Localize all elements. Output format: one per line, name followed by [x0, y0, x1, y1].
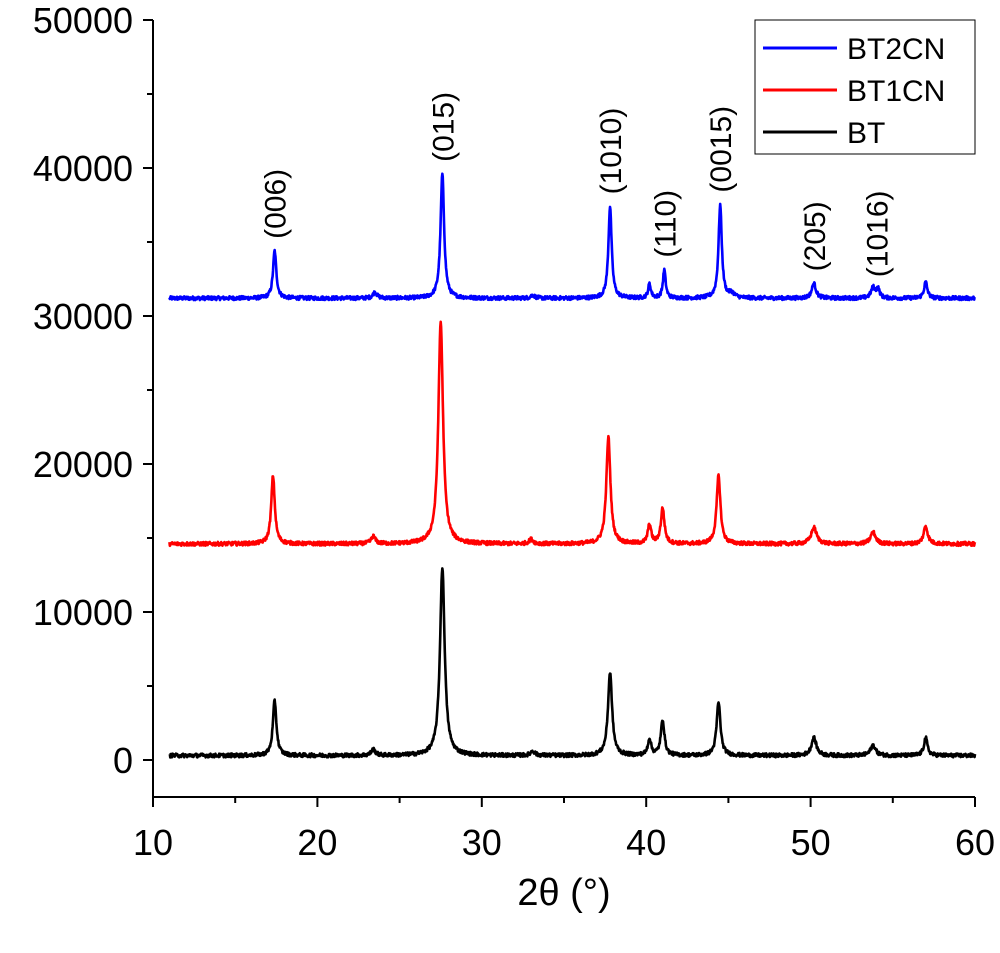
peak-label: (0015): [705, 106, 738, 193]
series-line-bt: [168, 567, 977, 759]
x-tick-label: 50: [791, 822, 831, 863]
legend-label-bt2cn: BT2CN: [847, 33, 945, 66]
y-tick-label: 20000: [33, 444, 133, 485]
legend-label-bt: BT: [847, 117, 885, 150]
y-tick-label: 30000: [33, 296, 133, 337]
legend-label-bt1cn: BT1CN: [847, 75, 945, 108]
legend: BT2CN BT1CN BT: [754, 19, 976, 155]
peak-label: (1010): [595, 108, 628, 195]
peak-label: (1016): [861, 190, 894, 277]
series-line-bt1cn: [168, 320, 977, 548]
x-tick-label: 60: [955, 822, 995, 863]
series-layer: [168, 172, 977, 759]
peak-label: (205): [799, 201, 832, 271]
series-line-bt2cn: [168, 172, 976, 302]
x-axis-title: 2θ (°): [517, 872, 610, 914]
x-tick-label: 40: [626, 822, 666, 863]
x-tick-label: 20: [297, 822, 337, 863]
y-tick-label: 0: [113, 740, 133, 781]
peak-label: (110): [649, 190, 682, 258]
y-tick-label: 10000: [33, 592, 133, 633]
peak-label: (015): [427, 92, 460, 162]
x-tick-label: 10: [133, 822, 173, 863]
annotation-layer: (006) (015) (1010) (110) (0015) (205) (1016): [260, 92, 895, 277]
y-tick-label: 40000: [33, 148, 133, 189]
x-tick-label: 30: [462, 822, 502, 863]
axes-layer: 10 20 30 40 50 60 0 10000 20000 30000 40000 50000: [33, 0, 995, 863]
peak-label: (006): [260, 169, 293, 239]
y-tick-label: 50000: [33, 0, 133, 41]
